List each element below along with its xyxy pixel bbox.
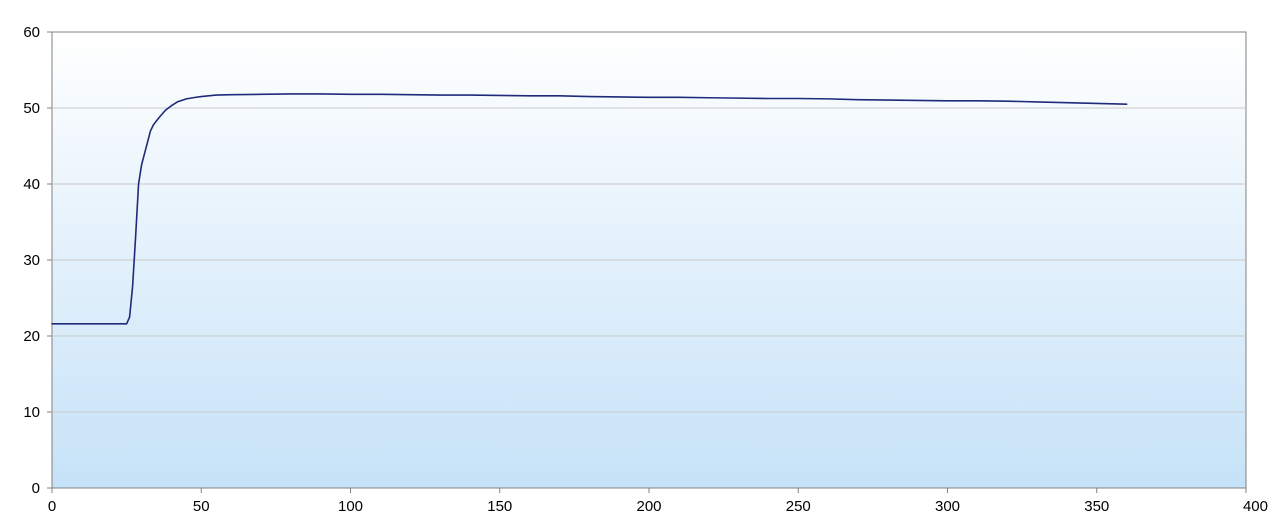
x-tick-label: 200	[636, 498, 661, 515]
x-tick-label: 300	[935, 498, 960, 515]
x-tick-label: 50	[193, 498, 210, 515]
x-tick-label: 400	[1243, 498, 1268, 515]
series-layer	[51, 93, 1128, 325]
x-tick-label: 0	[48, 498, 56, 515]
gridlines	[52, 107, 1246, 413]
y-tick-label: 10	[23, 404, 40, 421]
x-tick-label: 100	[338, 498, 363, 515]
y-tick-label: 30	[23, 252, 40, 269]
tick-labels: 0 10 20 30 40 50 60 0 50 100 150 200 250 300 350 400	[23, 24, 1268, 515]
y-tick-label: 40	[23, 176, 40, 193]
x-tick-label: 350	[1084, 498, 1109, 515]
axes	[47, 31, 1247, 493]
y-tick-label: 0	[32, 480, 40, 497]
y-tick-label: 60	[23, 24, 40, 41]
y-tick-label: 20	[23, 328, 40, 345]
x-tick-label: 250	[786, 498, 811, 515]
y-tick-label: 50	[23, 100, 40, 117]
x-tick-label: 150	[487, 498, 512, 515]
series-line	[51, 93, 1128, 325]
